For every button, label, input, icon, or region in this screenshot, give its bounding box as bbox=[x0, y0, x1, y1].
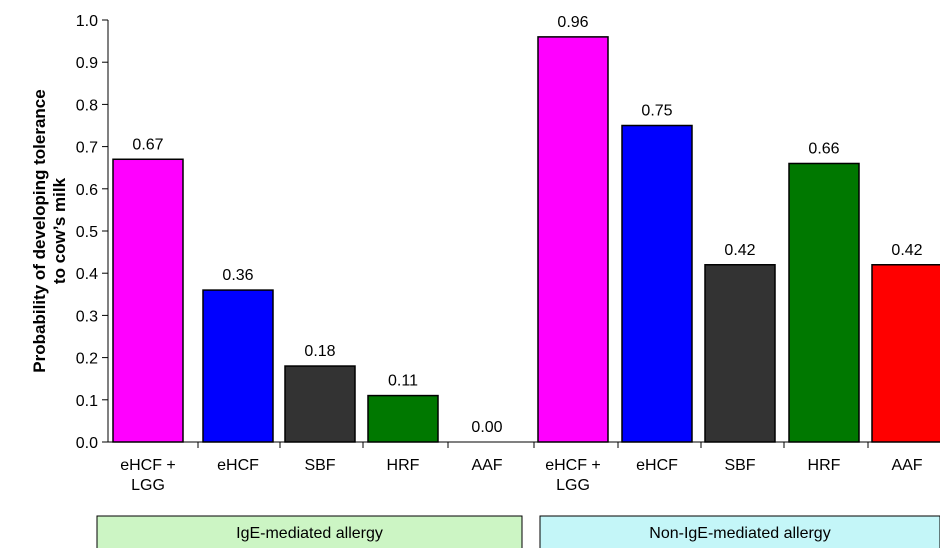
x-tick-label: AAF bbox=[471, 457, 502, 474]
x-tick-label: SBF bbox=[304, 457, 335, 474]
data-label: 0.96 bbox=[557, 14, 588, 31]
bar bbox=[284, 365, 356, 443]
x-tick-label: eHCF bbox=[636, 457, 678, 474]
y-tick-label: 0.8 bbox=[76, 97, 98, 114]
data-label: 0.67 bbox=[132, 136, 163, 153]
data-label: 0.42 bbox=[891, 242, 922, 259]
data-label: 0.11 bbox=[388, 373, 418, 390]
y-tick-label: 1.0 bbox=[76, 13, 98, 30]
data-label: 0.18 bbox=[304, 343, 335, 360]
bar bbox=[537, 36, 609, 443]
group-box bbox=[96, 515, 523, 548]
x-tick-label: SBF bbox=[724, 457, 755, 474]
data-label: 0.00 bbox=[471, 419, 502, 436]
group-label: Non-IgE-mediated allergy bbox=[649, 525, 830, 542]
y-tick-label: 0.2 bbox=[76, 351, 98, 368]
y-tick-label: 0.7 bbox=[76, 140, 98, 157]
bar bbox=[112, 158, 184, 443]
x-tick-label: eHCF + bbox=[120, 457, 176, 474]
y-axis-label: Probability of developing tolerance bbox=[30, 89, 49, 372]
bar bbox=[367, 394, 439, 443]
y-axis-label: to cow’s milk bbox=[50, 177, 69, 284]
group-label: IgE-mediated allergy bbox=[236, 525, 383, 542]
data-label: 0.36 bbox=[222, 267, 253, 284]
group-box bbox=[539, 515, 940, 548]
data-label: 0.42 bbox=[724, 242, 755, 259]
y-tick-label: 0.4 bbox=[76, 266, 98, 283]
y-tick-label: 0.5 bbox=[76, 224, 98, 241]
y-tick-label: 0.1 bbox=[76, 393, 98, 410]
bar bbox=[871, 264, 940, 443]
x-tick-label: LGG bbox=[131, 477, 165, 494]
x-tick-label: AAF bbox=[891, 457, 922, 474]
bar bbox=[704, 264, 776, 443]
x-tick-label: eHCF bbox=[217, 457, 259, 474]
bar bbox=[788, 162, 860, 443]
bar bbox=[621, 124, 693, 443]
y-tick-label: 0.9 bbox=[76, 55, 98, 72]
y-tick-label: 0.0 bbox=[76, 435, 98, 452]
x-tick-label: LGG bbox=[556, 477, 590, 494]
y-tick-label: 0.6 bbox=[76, 182, 98, 199]
y-tick-label: 0.3 bbox=[76, 308, 98, 325]
x-tick-label: HRF bbox=[387, 457, 420, 474]
x-tick-label: eHCF + bbox=[545, 457, 601, 474]
x-tick-label: HRF bbox=[808, 457, 841, 474]
bar bbox=[202, 289, 274, 443]
data-label: 0.66 bbox=[808, 140, 839, 157]
data-label: 0.75 bbox=[641, 103, 672, 120]
